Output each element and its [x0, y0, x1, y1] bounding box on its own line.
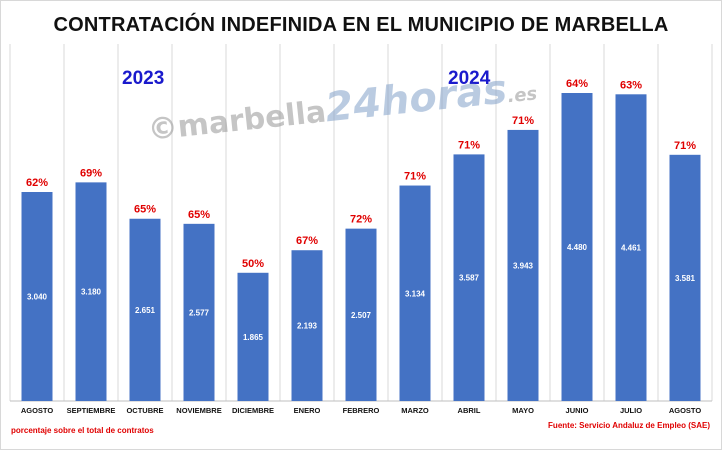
- source-note: Fuente: Servicio Andaluz de Empleo (SAE): [548, 421, 710, 430]
- x-tick-label: MAYO: [512, 406, 534, 415]
- bar: [291, 250, 323, 401]
- percent-label: 71%: [512, 115, 534, 127]
- bar-value-label: 3.180: [81, 288, 102, 297]
- chart-title: CONTRATACIÓN INDEFINIDA EN EL MUNICIPIO …: [53, 14, 669, 36]
- bar-value-label: 1.865: [243, 333, 264, 342]
- percent-label: 50%: [242, 258, 264, 270]
- bar: [453, 154, 485, 401]
- bar-value-label: 3.587: [459, 274, 480, 283]
- bar-value-label: 2.577: [189, 308, 210, 317]
- x-tick-label: SEPTIEMBRE: [67, 406, 116, 415]
- percent-label: 65%: [134, 204, 156, 216]
- year-label-2024: 2024: [448, 68, 491, 89]
- x-tick-label: ABRIL: [458, 406, 481, 415]
- percent-label: 69%: [80, 167, 102, 179]
- bar: [129, 218, 161, 401]
- percent-label: 67%: [296, 235, 318, 247]
- bar-value-label: 3.581: [675, 274, 696, 283]
- percent-label: 72%: [350, 214, 372, 226]
- bar: [237, 272, 269, 401]
- bar-value-label: 2.507: [351, 311, 372, 320]
- bar-value-label: 3.943: [513, 261, 534, 270]
- x-tick-label: AGOSTO: [669, 406, 702, 415]
- percent-label: 62%: [26, 177, 48, 189]
- bar: [75, 182, 107, 401]
- year-label-2023: 2023: [122, 68, 165, 89]
- bar: [669, 154, 701, 401]
- bar: [183, 223, 215, 401]
- percent-label: 65%: [188, 209, 210, 221]
- bar-value-label: 3.134: [405, 289, 426, 298]
- percent-label: 63%: [620, 79, 642, 91]
- percent-label: 64%: [566, 78, 588, 90]
- bar-value-label: 4.480: [567, 243, 588, 252]
- x-tick-label: OCTUBRE: [126, 406, 163, 415]
- percent-label: 71%: [404, 171, 426, 183]
- bar: [561, 93, 593, 401]
- x-tick-label: MARZO: [401, 406, 429, 415]
- bar: [21, 192, 53, 401]
- percent-label: 71%: [674, 140, 696, 152]
- x-tick-label: NOVIEMBRE: [176, 406, 221, 415]
- bar-value-label: 2.193: [297, 322, 318, 331]
- x-tick-label: DICIEMBRE: [232, 406, 274, 415]
- x-tick-label: JULIO: [620, 406, 642, 415]
- bar: [345, 228, 377, 401]
- bar-value-label: 3.040: [27, 293, 48, 302]
- x-tick-label: JUNIO: [566, 406, 589, 415]
- bar: [507, 129, 539, 401]
- bar-value-label: 2.651: [135, 306, 156, 315]
- footnote: porcentaje sobre el total de contratos: [11, 426, 154, 435]
- bar: [615, 94, 647, 402]
- bar-value-label: 4.461: [621, 244, 642, 253]
- x-tick-label: ENERO: [294, 406, 321, 415]
- percent-label: 71%: [458, 139, 480, 151]
- x-tick-label: AGOSTO: [21, 406, 54, 415]
- x-tick-label: FEBRERO: [343, 406, 380, 415]
- bar: [399, 185, 431, 401]
